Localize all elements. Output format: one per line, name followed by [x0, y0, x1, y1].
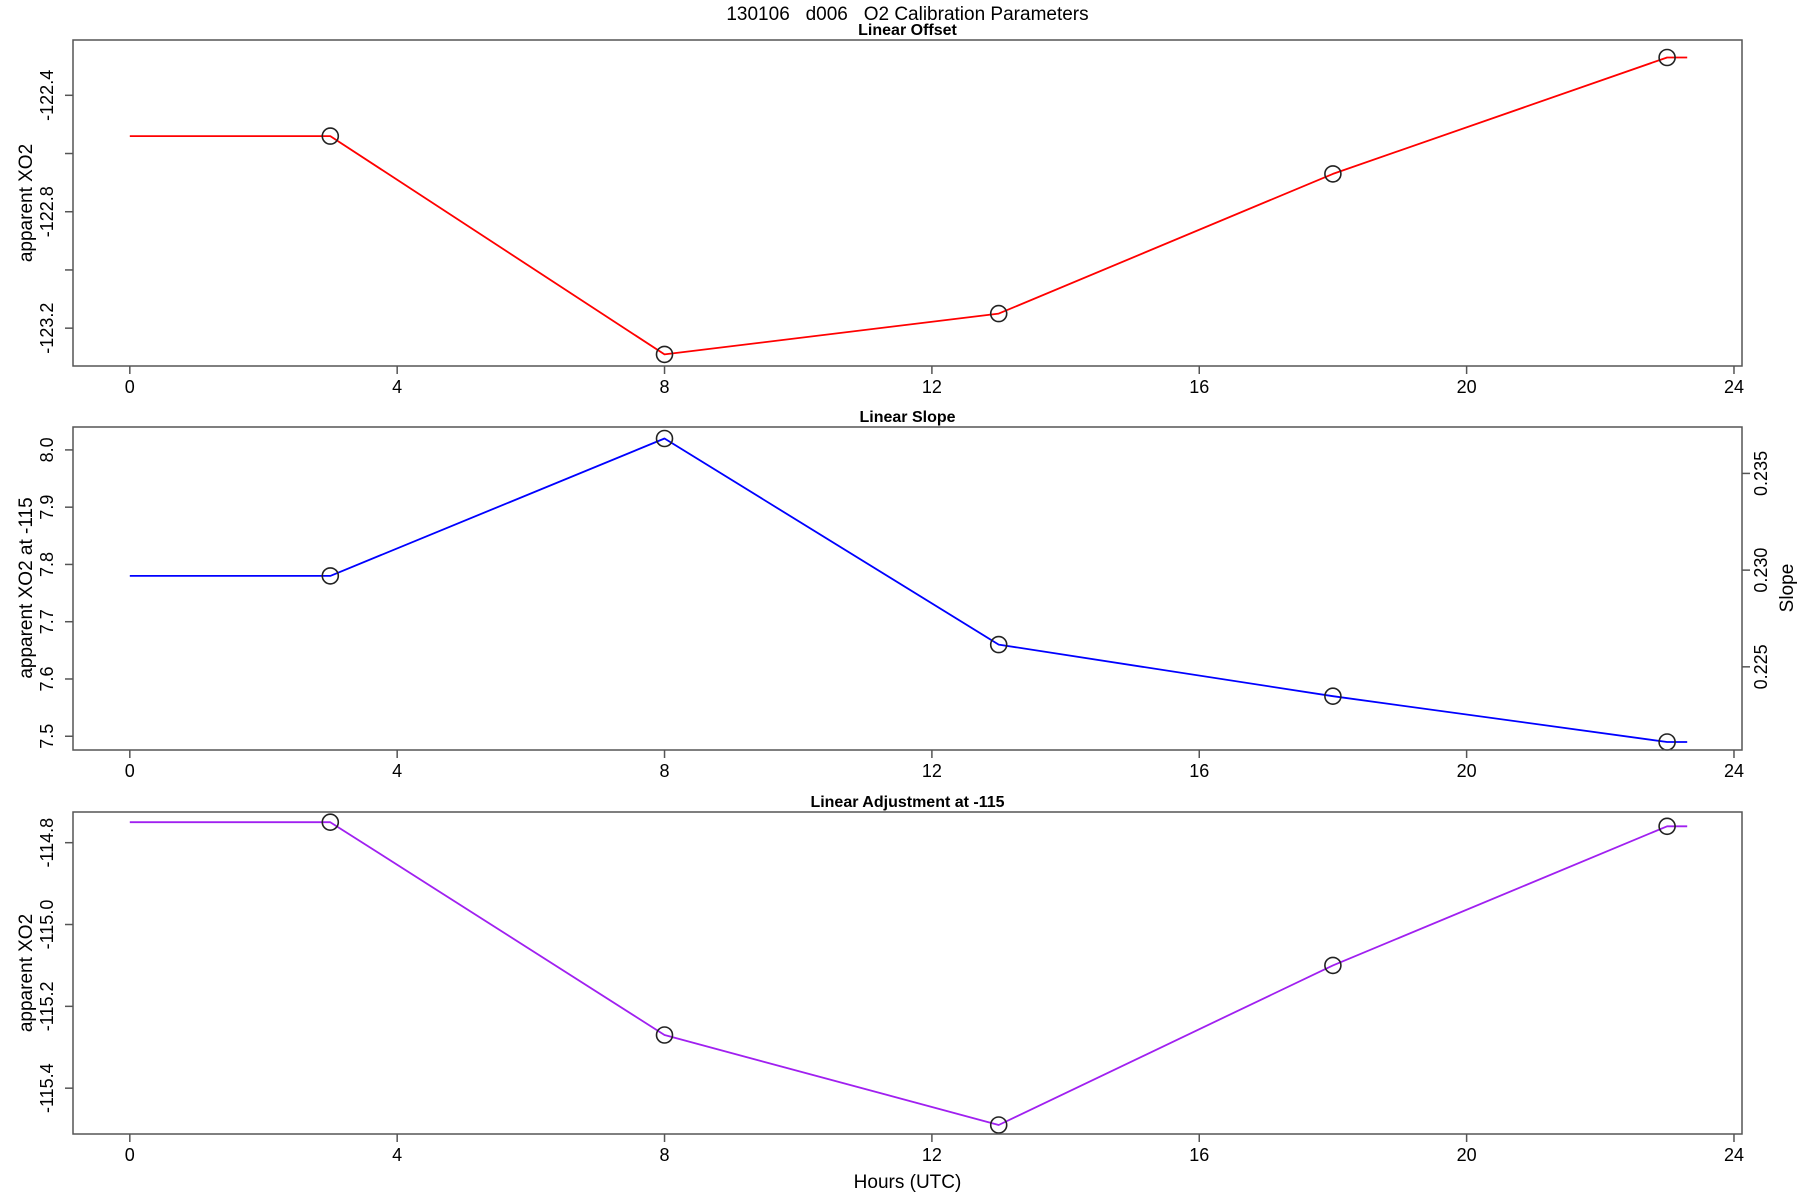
- right-y-tick-label: 0.235: [1751, 451, 1771, 496]
- x-tick-label: 24: [1724, 761, 1744, 781]
- data-point-marker: [989, 635, 1008, 654]
- right-y-tick-label: 0.225: [1751, 644, 1771, 689]
- plot-border: [72, 811, 1743, 1135]
- data-point-marker: [1658, 817, 1676, 836]
- y-tick-label: -123.2: [37, 303, 57, 354]
- data-point-marker: [321, 813, 340, 832]
- x-tick-label: 4: [392, 377, 402, 397]
- panel-linear-adjustment: 0 4 8 12 16 20 24 -114.8 -115.0 -115.2 -115.4: [37, 811, 1744, 1165]
- right-y-tick-label: 0.230: [1751, 548, 1771, 593]
- x-tick-label: 24: [1724, 377, 1744, 397]
- x-tick-label: 12: [922, 377, 942, 397]
- figure-title: 130106 d006 O2 Calibration Parameters: [726, 4, 1089, 25]
- x-tick-label: 8: [660, 1145, 670, 1165]
- y-tick-label: 8.0: [37, 437, 57, 462]
- panel-1-title: Linear Offset: [858, 22, 957, 39]
- data-point-marker: [1324, 956, 1342, 975]
- data-point-marker: [321, 567, 340, 585]
- x-tick-label: 12: [922, 761, 942, 781]
- y-tick-label: -115.0: [37, 900, 57, 950]
- x-tick-label: 0: [125, 1145, 135, 1165]
- panel-3-y-axis-title: apparent XO2: [16, 913, 37, 1033]
- x-axis-title: Hours (UTC): [853, 1172, 962, 1193]
- plot-border: [72, 39, 1743, 367]
- plot-border: [72, 426, 1743, 751]
- panel-2-y-axis-title: apparent XO2 at -115: [16, 497, 37, 679]
- x-tick-label: 8: [660, 377, 670, 397]
- y-tick-label: -122.4: [37, 70, 57, 121]
- x-tick-label: 4: [392, 761, 402, 781]
- y-tick-label: 7.8: [37, 552, 57, 577]
- data-point-marker: [1324, 687, 1342, 706]
- data-point-marker: [655, 429, 674, 448]
- y-tick-label: 7.7: [37, 609, 57, 634]
- y-tick-label: -114.8: [37, 818, 57, 868]
- panel-2-title: Linear Slope: [859, 409, 956, 426]
- y-tick-label: -115.2: [37, 981, 57, 1031]
- data-line: [129, 437, 1688, 743]
- data-line: [129, 821, 1688, 1126]
- panel-3-title: Linear Adjustment at -115: [810, 794, 1005, 811]
- x-tick-label: 0: [125, 761, 135, 781]
- x-tick-label: 24: [1724, 1145, 1744, 1165]
- y-tick-label: -122.8: [37, 186, 57, 237]
- x-tick-label: 16: [1189, 1145, 1209, 1165]
- data-point-marker: [989, 304, 1008, 323]
- panel-linear-offset: 0 4 8 12 16 20 24 -122.4 -122.8 -123.2: [37, 39, 1744, 397]
- y-tick-label: 7.5: [37, 724, 57, 749]
- data-point-marker: [321, 127, 340, 145]
- x-tick-label: 4: [392, 1145, 402, 1165]
- data-point-marker: [1658, 48, 1676, 67]
- panel-linear-slope: 0 4 8 12 16 20 24 8.0 7.9 7.8 7.7 7.6 7.5 0.235 0.230 0…: [37, 426, 1771, 781]
- data-line: [129, 56, 1688, 356]
- y-tick-label: -115.4: [37, 1063, 57, 1113]
- x-tick-label: 20: [1457, 1145, 1477, 1165]
- x-tick-label: 0: [125, 377, 135, 397]
- panel-1-y-axis-title: apparent XO2: [16, 143, 37, 263]
- data-point-marker: [655, 345, 674, 364]
- x-tick-label: 12: [922, 1145, 942, 1165]
- y-tick-label: 7.9: [37, 495, 57, 520]
- x-tick-label: 16: [1189, 377, 1209, 397]
- data-point-marker: [1324, 165, 1342, 183]
- x-tick-label: 20: [1457, 377, 1477, 397]
- y-tick-label: 7.6: [37, 666, 57, 691]
- x-tick-label: 8: [660, 761, 670, 781]
- data-point-marker: [989, 1116, 1008, 1134]
- x-tick-label: 16: [1189, 761, 1209, 781]
- x-tick-label: 20: [1457, 761, 1477, 781]
- data-point-marker: [655, 1026, 674, 1044]
- panel-2-right-axis-title: Slope: [1777, 563, 1798, 613]
